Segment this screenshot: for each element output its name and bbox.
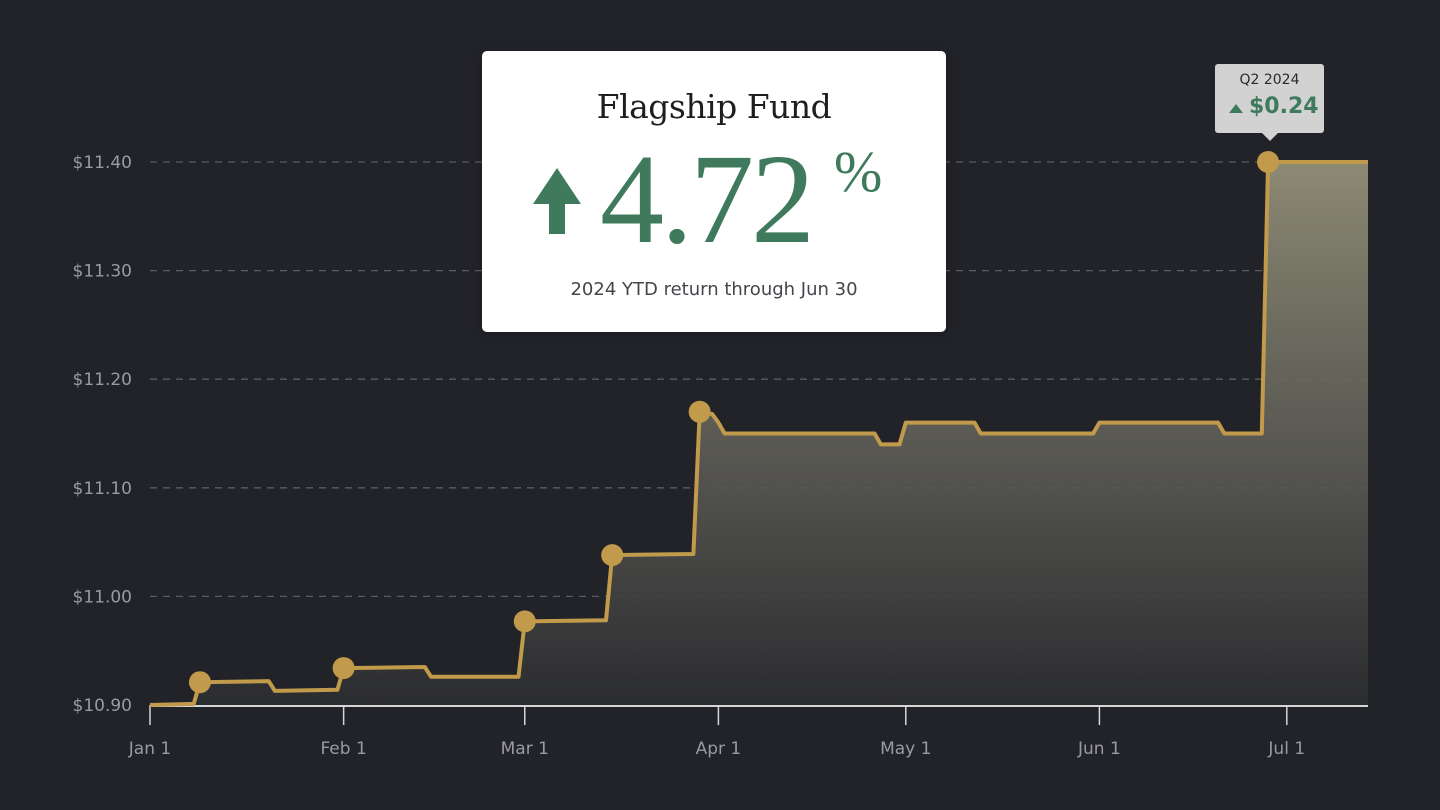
distribution-marker [513,610,536,633]
distribution-marker [188,671,211,694]
fund-return-card: Flagship Fund 4.72 % 2024 YTD return thr… [482,51,946,332]
q2-change-value: $0.24 [1249,94,1319,119]
y-tick-label: $11.20 [73,370,132,390]
up-arrow-icon [533,168,581,234]
triangle-up-icon [1229,104,1243,113]
return-value: 4.72 [600,128,815,270]
x-tick-label: Apr 1 [696,739,742,759]
return-unit: % [834,139,883,204]
y-tick-label: $11.00 [73,587,132,607]
q2-label: Q2 2024 [1239,72,1300,88]
x-tick-label: Jul 1 [1267,739,1305,759]
fund-title: Flagship Fund [596,87,832,126]
x-tick-label: Jun 1 [1077,739,1121,759]
x-tick-label: Jan 1 [128,739,171,759]
distribution-marker [601,544,624,567]
y-tick-label: $11.10 [73,479,132,499]
q2-change-badge: Q2 2024 $0.24 [1215,64,1324,141]
x-tick-label: Mar 1 [501,739,549,759]
x-tick-label: May 1 [880,739,931,759]
y-tick-label: $11.30 [73,262,132,282]
distribution-marker [332,657,355,680]
y-tick-label: $10.90 [73,696,132,716]
return-caption: 2024 YTD return through Jun 30 [570,279,858,300]
distribution-marker [688,400,711,423]
distribution-marker [1257,151,1280,173]
x-tick-label: Feb 1 [320,739,366,759]
price-line [149,160,1368,707]
y-tick-label: $11.40 [73,153,132,173]
